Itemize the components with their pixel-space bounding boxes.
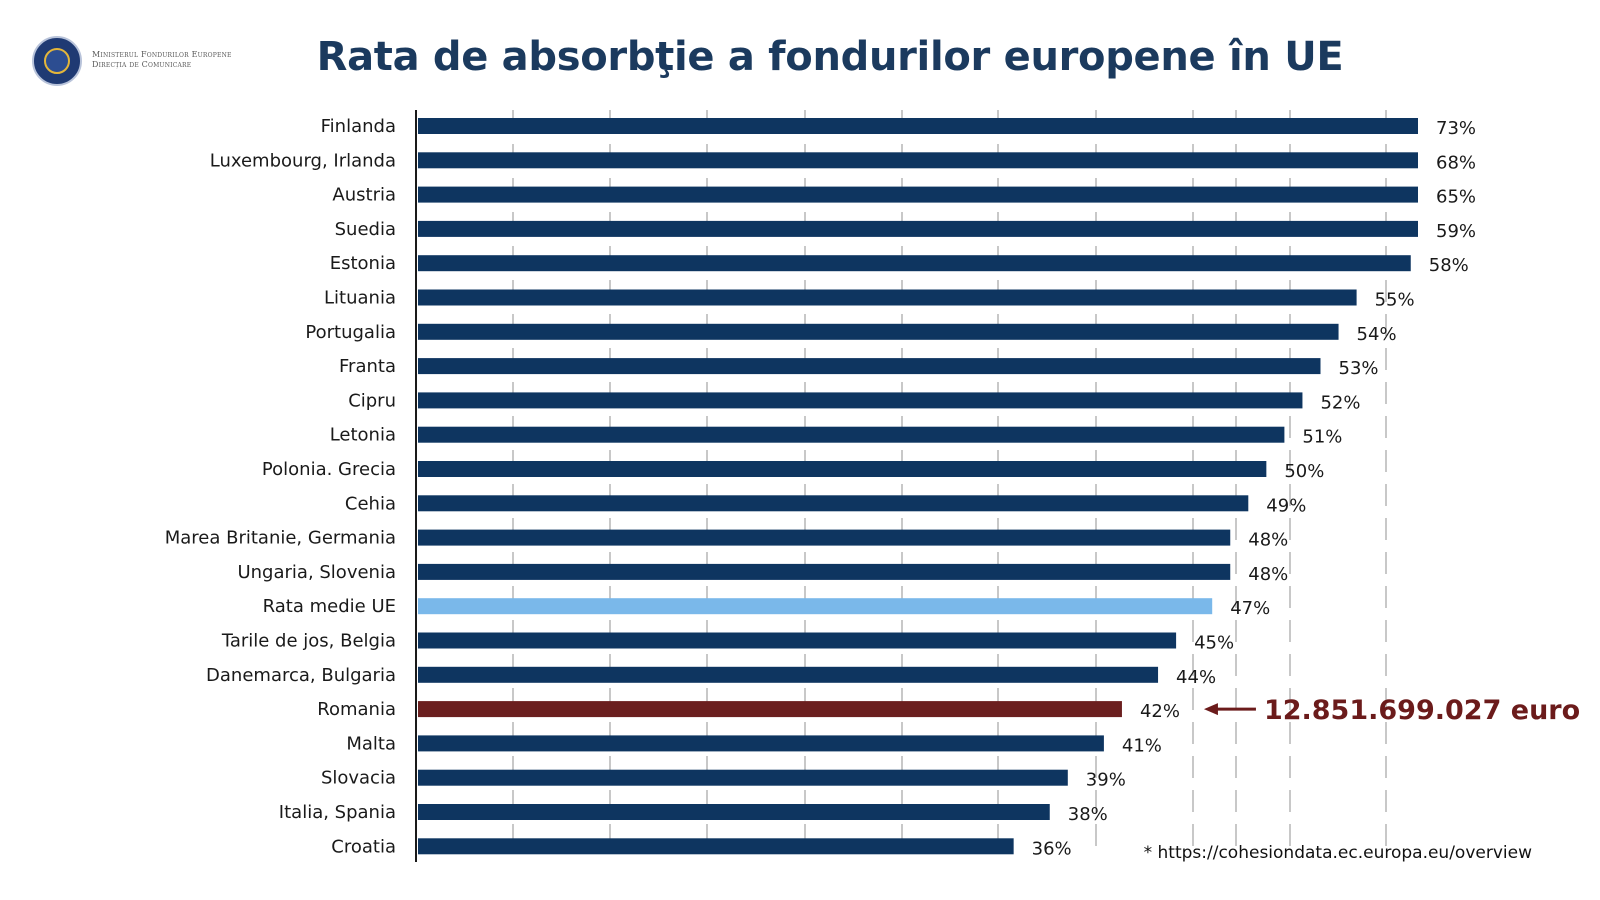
coat-of-arms-icon bbox=[32, 36, 82, 86]
value-label-franta: 53% bbox=[1339, 358, 1379, 379]
bar-polonia-grecia bbox=[418, 461, 1267, 477]
value-label-cipru: 52% bbox=[1320, 392, 1360, 413]
bar-letonia bbox=[418, 426, 1285, 443]
value-label-malta: 41% bbox=[1122, 735, 1162, 756]
category-label-finlanda: Finlanda bbox=[321, 116, 396, 137]
category-label-malta: Malta bbox=[346, 733, 396, 754]
category-labels: Finlanda Luxembourg, Irlanda Austria Suedia… bbox=[165, 116, 396, 857]
value-label-lituania: 55% bbox=[1375, 290, 1415, 311]
bar-romania bbox=[418, 701, 1122, 718]
value-label-estonia: 58% bbox=[1429, 255, 1469, 276]
source-note: * https://cohesiondata.ec.europa.eu/over… bbox=[1143, 843, 1532, 863]
bar-malta bbox=[418, 735, 1104, 752]
category-label-suedia: Suedia bbox=[335, 219, 396, 240]
category-label-italia-spania: Italia, Spania bbox=[279, 802, 396, 823]
logo-text: Ministerul Fondurilor Europene Direcția … bbox=[92, 50, 232, 70]
bar-ungaria-slovenia bbox=[418, 563, 1231, 580]
category-label-romania: Romania bbox=[317, 699, 396, 720]
bars bbox=[418, 118, 1418, 855]
category-label-cipru: Cipru bbox=[348, 390, 396, 411]
value-label-italia-spania: 38% bbox=[1068, 804, 1108, 825]
bar-luxembourg-irlanda bbox=[418, 152, 1418, 169]
bar-austria bbox=[418, 186, 1418, 203]
value-label-slovacia: 39% bbox=[1086, 770, 1126, 791]
grid-lines bbox=[512, 110, 1387, 858]
value-label-rata-medie-ue: 47% bbox=[1230, 598, 1270, 619]
category-label-slovacia: Slovacia bbox=[321, 768, 396, 789]
bar-finlanda bbox=[418, 118, 1418, 134]
bar-tarile-de-jos-belgia bbox=[418, 632, 1177, 649]
category-label-ungaria-slovenia: Ungaria, Slovenia bbox=[237, 562, 396, 583]
category-label-portugalia: Portugalia bbox=[305, 322, 396, 343]
value-label-suedia: 59% bbox=[1436, 221, 1476, 242]
bar-suedia bbox=[418, 220, 1418, 237]
value-label-luxembourg-irlanda: 68% bbox=[1436, 152, 1476, 173]
category-label-lituania: Lituania bbox=[324, 288, 396, 309]
callout-arrow-head bbox=[1203, 703, 1218, 716]
value-label-croatia: 36% bbox=[1032, 838, 1072, 859]
bar-franta bbox=[418, 358, 1321, 375]
bar-lituania bbox=[418, 289, 1357, 306]
category-label-franta: Franta bbox=[339, 356, 396, 377]
bar-portugalia bbox=[418, 323, 1339, 340]
value-label-romania: 42% bbox=[1140, 701, 1180, 722]
bar-marea-britanie-germania bbox=[418, 529, 1231, 546]
category-label-estonia: Estonia bbox=[330, 253, 396, 274]
bar-estonia bbox=[418, 255, 1411, 272]
category-label-polonia-grecia: Polonia. Grecia bbox=[262, 459, 396, 480]
category-label-austria: Austria bbox=[332, 185, 396, 206]
value-label-polonia-grecia: 50% bbox=[1284, 461, 1324, 482]
bar-croatia bbox=[418, 838, 1014, 855]
bar-danemarca-bulgaria bbox=[418, 666, 1159, 683]
category-label-danemarca-bulgaria: Danemarca, Bulgaria bbox=[206, 665, 396, 686]
department-name: Direcția de Comunicare bbox=[92, 60, 192, 69]
ministry-name: Ministerul Fondurilor Europene bbox=[92, 50, 232, 59]
value-label-ungaria-slovenia: 48% bbox=[1248, 564, 1288, 585]
romania-callout: 12.851.699.027 euro bbox=[1203, 695, 1580, 726]
category-label-tarile-de-jos-belgia: Tarile de jos, Belgia bbox=[221, 631, 396, 652]
bar-italia-spania bbox=[418, 804, 1050, 820]
value-label-danemarca-bulgaria: 44% bbox=[1176, 667, 1216, 688]
category-label-marea-britanie-germania: Marea Britanie, Germania bbox=[165, 528, 396, 549]
callout-amount: 12.851.699.027 euro bbox=[1264, 695, 1580, 726]
value-label-portugalia: 54% bbox=[1357, 324, 1397, 345]
value-label-letonia: 51% bbox=[1302, 427, 1342, 448]
bar-cipru bbox=[418, 392, 1303, 409]
bar-slovacia bbox=[418, 769, 1068, 786]
value-label-tarile-de-jos-belgia: 45% bbox=[1194, 633, 1234, 654]
value-label-austria: 65% bbox=[1436, 187, 1476, 208]
bar-rata-medie-ue bbox=[418, 598, 1213, 615]
category-label-letonia: Letonia bbox=[330, 425, 396, 446]
category-label-cehia: Cehia bbox=[345, 493, 396, 514]
government-logo: Ministerul Fondurilor Europene Direcția … bbox=[32, 36, 272, 90]
chart-title: Rata de absorbţie a fondurilor europene … bbox=[316, 34, 1344, 80]
bar-cehia bbox=[418, 495, 1249, 512]
value-labels: 73% 68% 65% 59% 58% 55% 54% 53% 52% 51% 50% 49% 48% 4… bbox=[1032, 118, 1476, 859]
value-label-cehia: 49% bbox=[1266, 495, 1306, 516]
category-label-luxembourg-irlanda: Luxembourg, Irlanda bbox=[210, 150, 396, 171]
category-label-rata-medie-ue: Rata medie UE bbox=[263, 596, 396, 617]
value-label-finlanda: 73% bbox=[1436, 118, 1476, 139]
value-label-marea-britanie-germania: 48% bbox=[1248, 530, 1288, 551]
category-label-croatia: Croatia bbox=[331, 836, 396, 857]
